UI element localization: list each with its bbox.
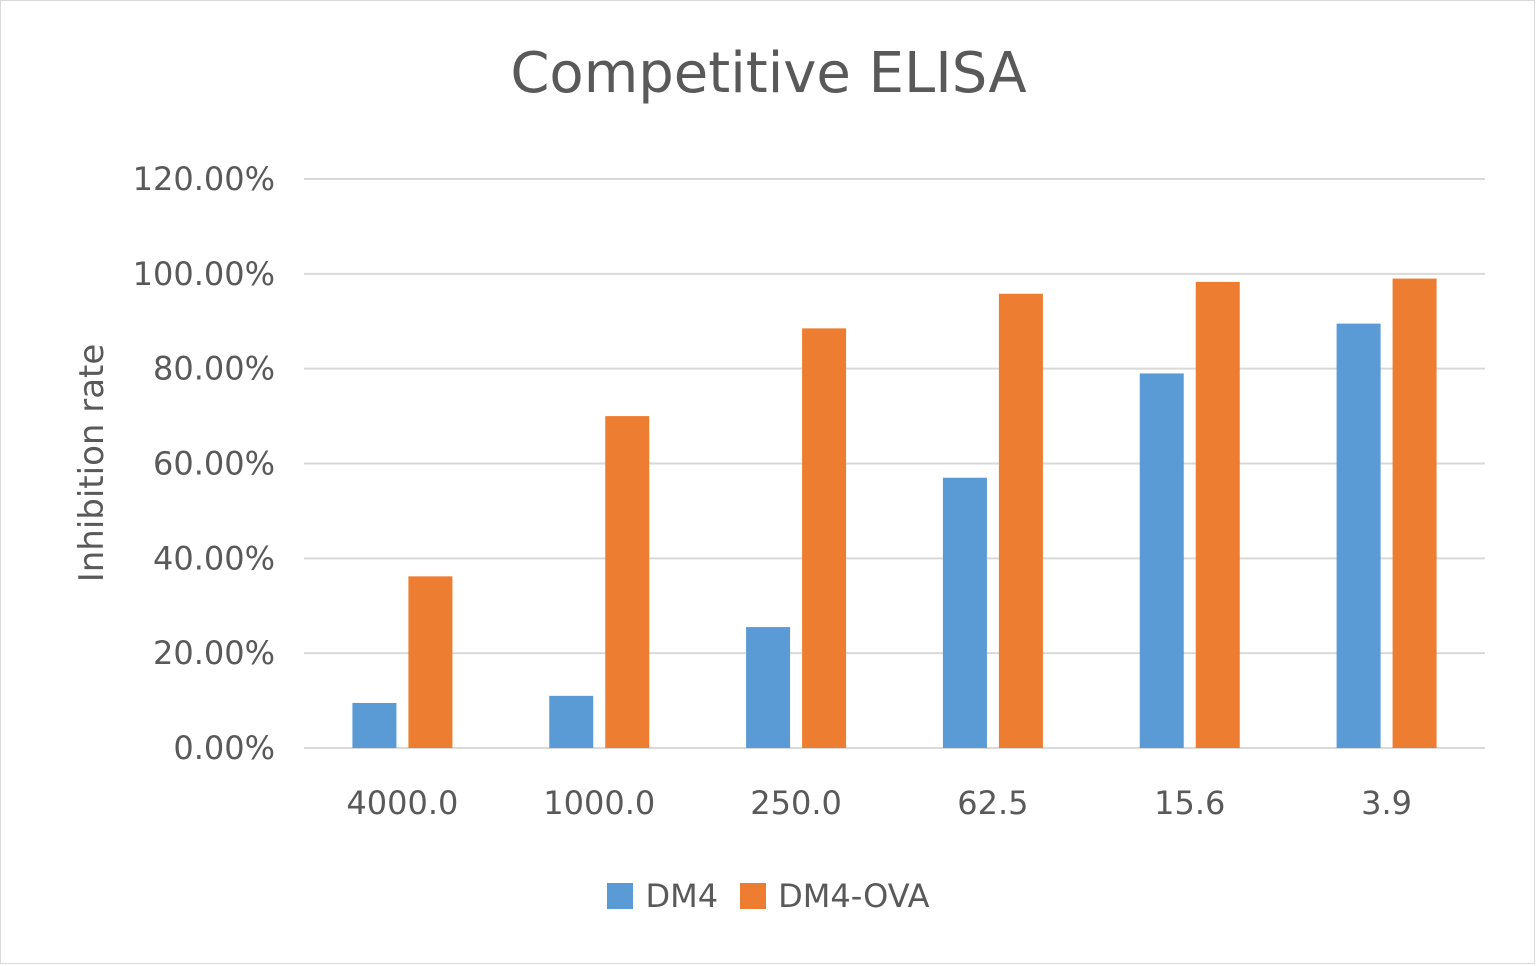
bar-dm4-ova-0 [408, 576, 453, 748]
x-tick-label: 250.0 [750, 784, 842, 822]
bar-dm4-2 [746, 627, 791, 748]
bar-dm4-4 [1139, 373, 1184, 748]
y-axis-ticks: 0.00% 20.00% 40.00% 60.00% 80.00% 100.00% 120.… [133, 160, 275, 767]
legend-item: DM4 [607, 877, 718, 915]
bar-dm4-5 [1336, 323, 1381, 748]
bar-dm4-ova-3 [998, 293, 1043, 748]
y-tick-label: 120.00% [133, 160, 275, 198]
y-axis-title: Inhibition rate [72, 344, 112, 583]
x-tick-label: 4000.0 [346, 784, 458, 822]
bar-dm4-ova-5 [1392, 278, 1437, 748]
legend-item: DM4-OVA [740, 877, 930, 915]
bar-dm4-ova-2 [802, 328, 847, 748]
bar-dm4-1 [549, 695, 594, 748]
y-tick-label: 100.00% [133, 255, 275, 293]
legend-swatch [607, 883, 634, 909]
y-tick-label: 40.00% [153, 539, 275, 577]
y-tick-label: 60.00% [153, 445, 275, 483]
chart-title: Competitive ELISA [510, 41, 1027, 106]
legend-label: DM4 [645, 877, 719, 915]
y-tick-label: 20.00% [153, 634, 275, 672]
bars [352, 278, 1437, 748]
x-tick-label: 1000.0 [543, 784, 655, 822]
x-tick-label: 15.6 [1154, 784, 1225, 822]
y-tick-label: 0.00% [173, 729, 275, 767]
y-tick-label: 80.00% [153, 350, 275, 388]
gridlines [304, 178, 1485, 749]
bar-dm4-ova-1 [605, 416, 650, 748]
bar-dm4-3 [942, 477, 987, 748]
legend: DM4 DM4-OVA [1, 877, 1536, 915]
x-tick-label: 3.9 [1361, 784, 1412, 822]
x-tick-label: 62.5 [957, 784, 1028, 822]
legend-swatch [740, 883, 767, 909]
x-axis-ticks: 4000.0 1000.0 250.0 62.5 15.6 3.9 [346, 784, 1412, 822]
bar-dm4-0 [352, 702, 397, 748]
legend-label: DM4-OVA [778, 877, 930, 915]
bar-dm4-ova-4 [1195, 281, 1240, 748]
